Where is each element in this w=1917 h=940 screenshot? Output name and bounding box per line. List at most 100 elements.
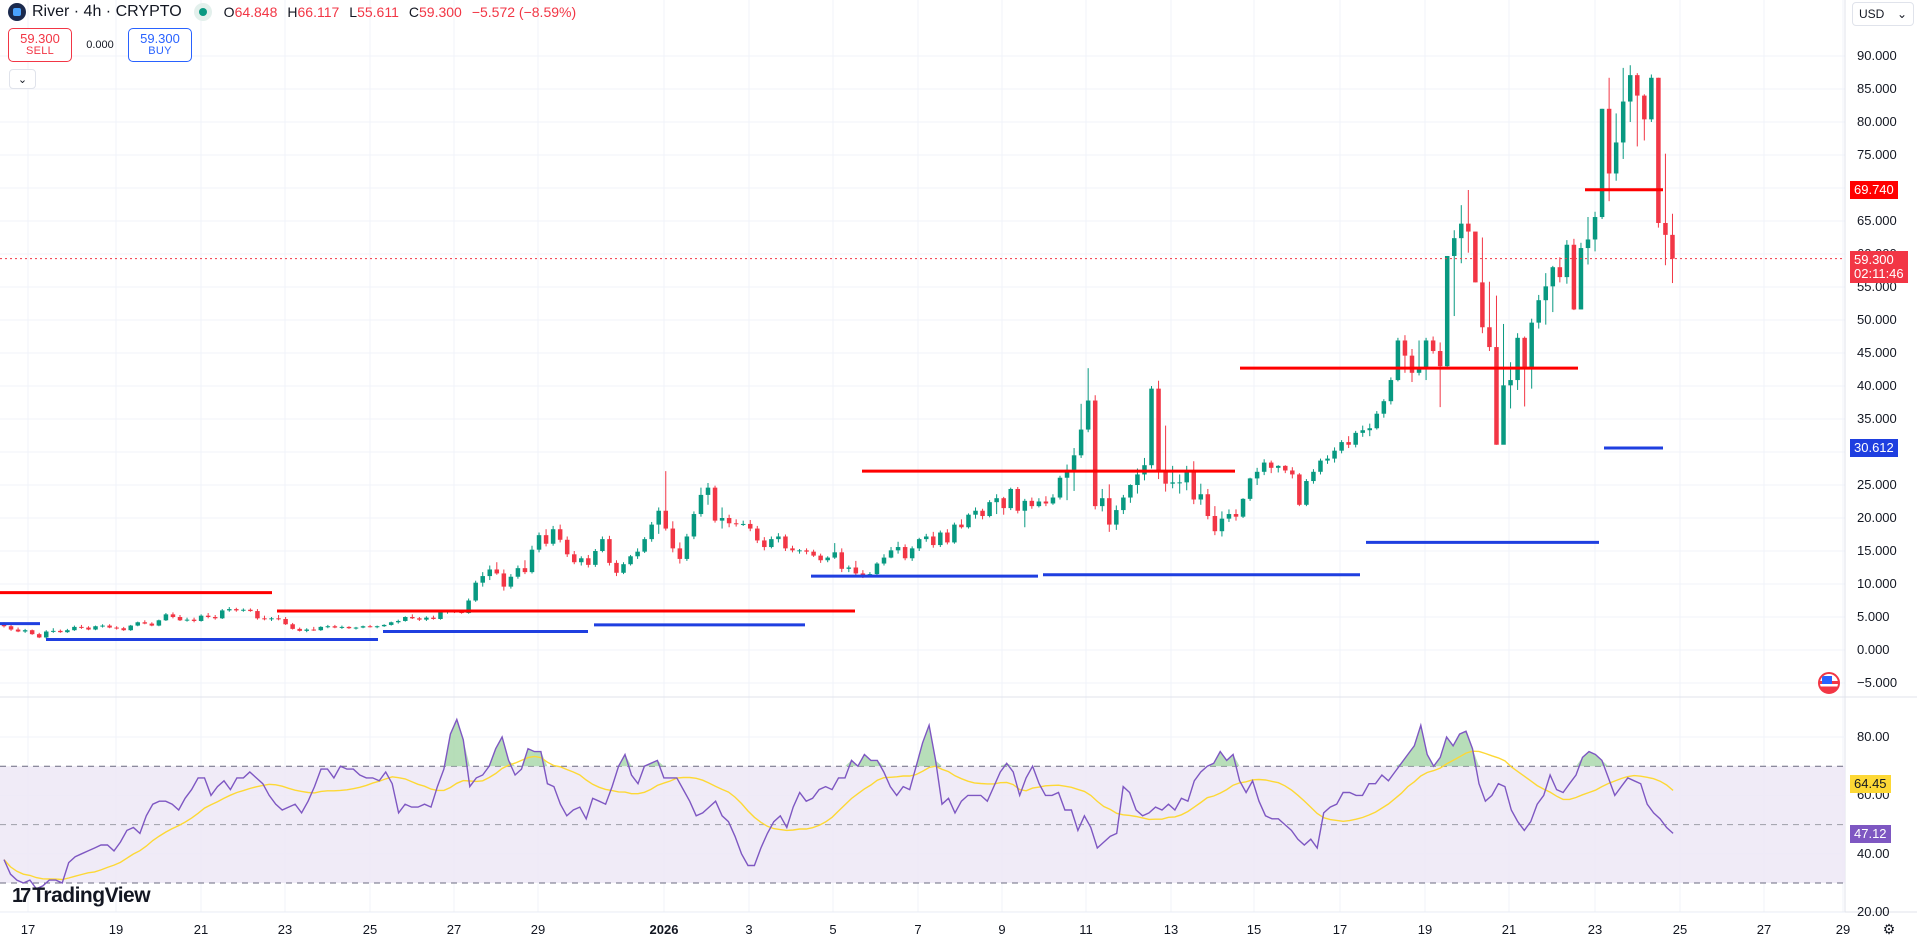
price-axis-label: 85.000: [1857, 81, 1897, 96]
market-open-icon: [193, 3, 212, 21]
candle-up: [269, 618, 274, 620]
candle-up: [1515, 337, 1520, 381]
candle-up: [1247, 478, 1253, 499]
candle-down: [501, 573, 507, 587]
last-price-tag: 59.300 02:11:46: [1850, 251, 1908, 283]
candle-up: [909, 548, 915, 559]
candle-up: [1501, 385, 1506, 445]
candle-up: [1036, 501, 1042, 507]
close-key: C: [408, 4, 419, 20]
candle-up: [1071, 455, 1077, 470]
candle-up: [1177, 482, 1182, 484]
tradingview-wordmark: TradingView: [32, 884, 151, 907]
price-axis-label: 90.000: [1857, 48, 1897, 63]
rsi-value-tag: 47.12: [1850, 825, 1891, 843]
candle-up: [381, 624, 387, 627]
candle-down: [1346, 442, 1351, 445]
candle-up: [1564, 244, 1570, 278]
candle-up: [51, 630, 56, 632]
candle-down: [1473, 231, 1478, 283]
high-value: 66.117: [297, 4, 340, 20]
candle-up: [1226, 514, 1232, 519]
candle-up: [600, 539, 605, 551]
candle-up: [1057, 477, 1063, 498]
candle-down: [1015, 488, 1021, 511]
candle-up: [705, 487, 711, 495]
candle-up: [424, 617, 429, 620]
time-axis-label: 25: [362, 922, 378, 937]
candle-up: [339, 626, 345, 628]
candle-down: [431, 617, 436, 619]
candle-up: [1128, 485, 1133, 498]
candle-down: [804, 550, 809, 552]
buy-label: BUY: [148, 45, 172, 58]
sell-button[interactable]: 59.300 SELL: [8, 28, 72, 62]
rsi-line: [3, 717, 1674, 890]
candle-down: [747, 523, 753, 529]
buy-button[interactable]: 59.300 BUY: [128, 28, 192, 62]
candle-down: [142, 622, 148, 624]
candle-up: [1360, 430, 1365, 433]
candle-up: [888, 550, 894, 558]
candle-down: [86, 627, 91, 630]
candle-up: [1261, 462, 1267, 472]
rsi-ma-line: [3, 750, 1674, 881]
candle-up: [1275, 465, 1281, 468]
candle-up: [1592, 217, 1598, 240]
candle-up: [1395, 340, 1401, 381]
candle-up: [1613, 142, 1619, 174]
candle-down: [811, 551, 816, 556]
candle-down: [1092, 400, 1098, 507]
candle-up: [1444, 255, 1450, 367]
bar-countdown: 02:11:46: [1854, 266, 1904, 281]
candle-up: [1585, 239, 1591, 249]
price-axis-label: 45.000: [1857, 345, 1897, 360]
candle-down: [677, 548, 683, 559]
candle-up: [318, 626, 324, 631]
candle-down: [522, 568, 528, 573]
candle-down: [1029, 500, 1035, 507]
price-axis-label: 10.000: [1857, 576, 1897, 591]
candle-up: [1536, 300, 1541, 323]
time-axis-label: 3: [745, 922, 753, 937]
support-price-tag: 30.612: [1850, 439, 1898, 457]
price-axis-label: 15.000: [1857, 543, 1897, 558]
candle-up: [691, 514, 697, 537]
candle-up: [325, 626, 331, 628]
settings-icon[interactable]: ⚙: [1882, 921, 1896, 937]
candle-up: [374, 626, 380, 628]
candle-down: [712, 487, 718, 521]
candle-down: [571, 554, 577, 563]
price-axis-label: 0.000: [1857, 642, 1890, 657]
high-key: H: [287, 4, 298, 20]
candle-down: [670, 528, 676, 549]
candle-down: [1635, 75, 1640, 96]
price-axis-label: 50.000: [1857, 312, 1897, 327]
currency-select[interactable]: USD ⌄: [1852, 2, 1914, 26]
candle-down: [283, 618, 288, 625]
close-value: 59.300: [419, 4, 462, 20]
candle-down: [1670, 234, 1675, 259]
candle-up: [529, 549, 535, 573]
candle-down: [931, 536, 936, 546]
river-logo-icon: [8, 3, 26, 21]
candle-up: [719, 518, 725, 521]
tradingview-logo[interactable]: 17 TradingView: [12, 884, 151, 908]
candle-down: [818, 555, 823, 561]
candle-up: [994, 498, 999, 503]
candle-up: [93, 626, 98, 630]
candle-down: [1480, 282, 1485, 328]
collapse-legend-button[interactable]: ⌄: [9, 69, 36, 89]
candle-down: [663, 510, 669, 529]
candle-up: [740, 523, 746, 525]
us-flag-event-icon[interactable]: [1818, 672, 1840, 694]
candle-down: [367, 626, 373, 628]
candle-down: [1571, 244, 1577, 310]
candle-down: [1402, 340, 1408, 356]
symbol-title[interactable]: River · 4h · CRYPTO: [32, 3, 182, 20]
time-axis-label: 29: [1835, 922, 1851, 937]
time-axis-label: 7: [914, 922, 922, 937]
candle-down: [58, 630, 63, 633]
